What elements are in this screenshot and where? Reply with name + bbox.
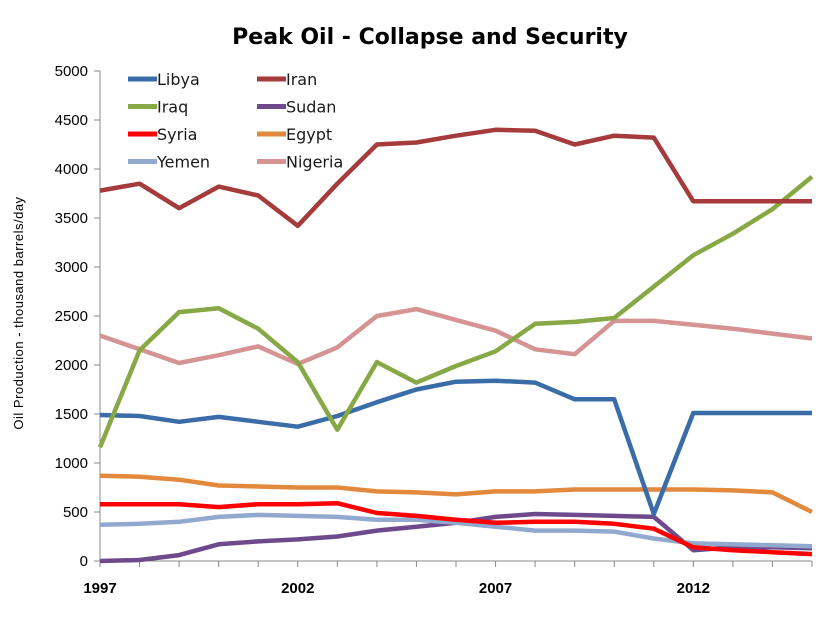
- series-line-syria: [100, 500, 813, 557]
- x-tick-label: 2012: [677, 580, 710, 597]
- series-lines: [97, 127, 814, 564]
- y-tick-label: 3000: [55, 259, 88, 276]
- legend-item-sudan: Sudan: [257, 98, 336, 117]
- y-tick-label: 2000: [55, 357, 88, 374]
- chart-title: Peak Oil - Collapse and Security: [232, 25, 628, 50]
- legend-item-iraq: Iraq: [128, 98, 188, 117]
- legend-label: Nigeria: [286, 153, 343, 172]
- series-line-yemen: [99, 512, 813, 549]
- x-tick-label: 2002: [281, 580, 314, 597]
- y-tick-label: 500: [63, 504, 88, 521]
- y-tick-label: 0: [80, 553, 88, 570]
- axes: 0 500 1000 1500 2000 2500 3000 3500 4000 4500 5000…: [55, 63, 813, 597]
- y-tick-label: 1000: [55, 455, 88, 472]
- legend-item-syria: Syria: [128, 125, 197, 144]
- y-tick-label: 3500: [55, 210, 88, 227]
- legend-label: Yemen: [156, 153, 210, 172]
- legend-label: Syria: [157, 125, 197, 144]
- series-line-nigeria: [99, 306, 813, 367]
- x-tick-label: 1997: [83, 580, 116, 597]
- y-tick-label: 4500: [55, 112, 88, 129]
- y-tick-label: 1500: [55, 406, 88, 423]
- legend-item-iran: Iran: [257, 70, 317, 89]
- y-axis-label: Oil Production - thousand barrels/day: [11, 196, 26, 429]
- legend-item-yemen: Yemen: [128, 153, 210, 172]
- y-tick-label: 2500: [55, 308, 88, 325]
- y-tick-label: 4000: [55, 161, 88, 178]
- x-tick-label: 2007: [479, 580, 512, 597]
- series-line-libya: [99, 378, 812, 517]
- legend-label: Iraq: [157, 98, 188, 117]
- legend-label: Libya: [157, 70, 200, 89]
- legend-label: Iran: [286, 70, 317, 89]
- legend-item-libya: Libya: [128, 70, 200, 89]
- y-tick-label: 5000: [55, 63, 88, 80]
- legend: Libya Iran Iraq Sudan Syria Egypt Yemen Nigeria: [128, 70, 343, 172]
- legend-label: Egypt: [286, 125, 332, 144]
- series-line-iran: [99, 127, 812, 229]
- legend-item-egypt: Egypt: [257, 125, 332, 144]
- legend-label: Sudan: [286, 98, 336, 117]
- series-line-egypt: [99, 473, 813, 515]
- legend-item-nigeria: Nigeria: [257, 153, 343, 172]
- series-line-iraq: [97, 175, 814, 449]
